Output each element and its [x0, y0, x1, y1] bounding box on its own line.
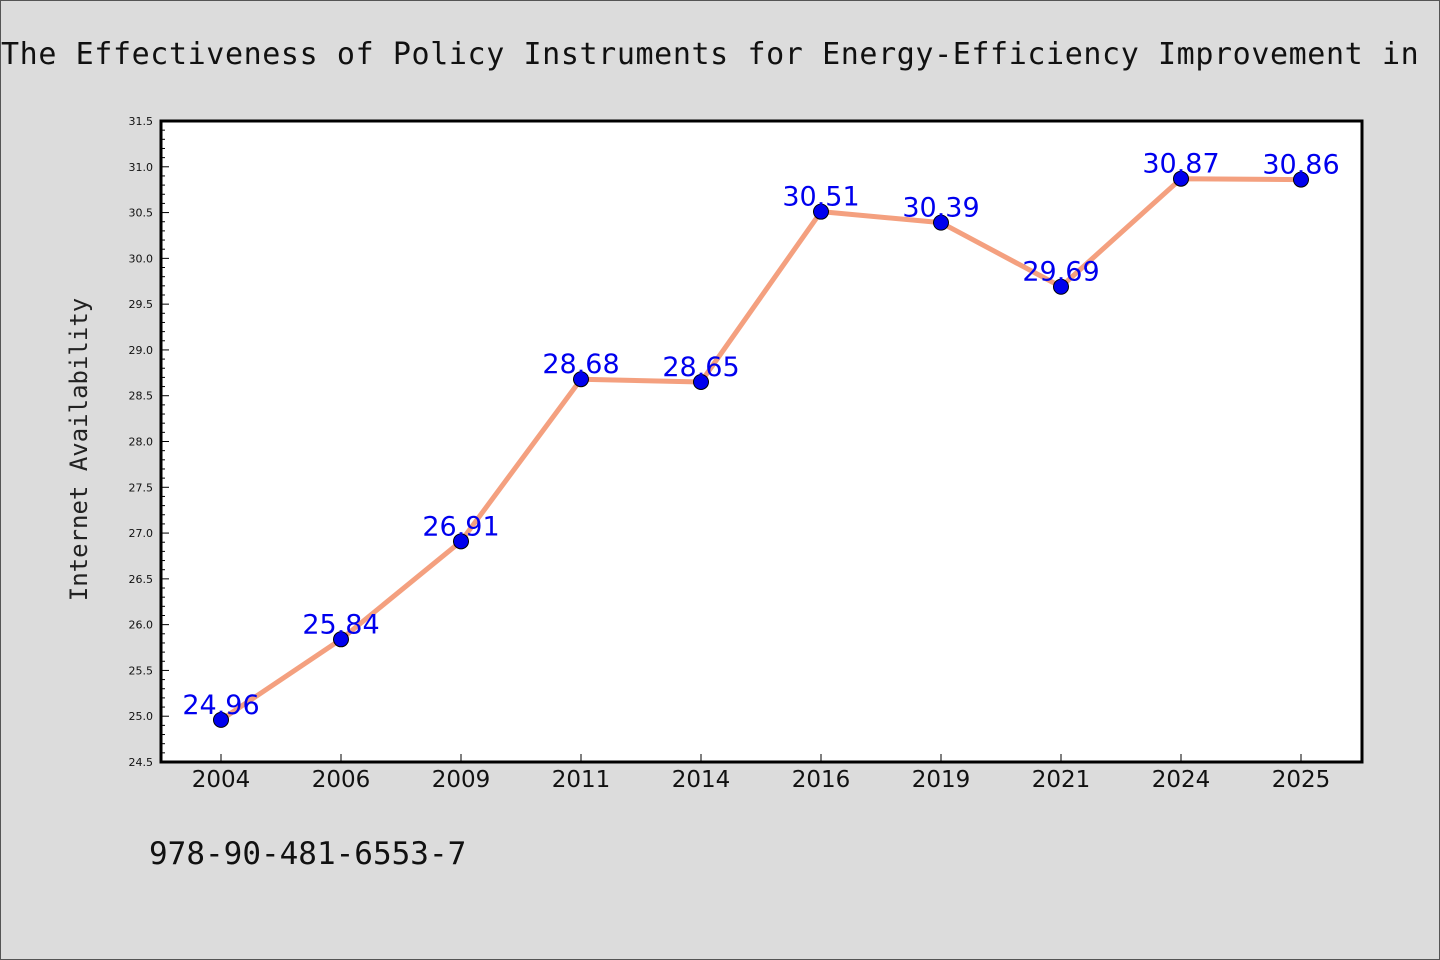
- data-point: [1053, 278, 1069, 295]
- x-tick-label: 2011: [552, 767, 611, 793]
- x-tick-label: 2009: [432, 767, 491, 793]
- y-tick-label: 27.5: [129, 481, 154, 494]
- y-tick-label: 29.5: [129, 298, 154, 311]
- chart-title: The Effectiveness of Policy Instruments …: [1, 37, 1440, 72]
- data-point: [453, 533, 469, 550]
- y-tick-label: 30.0: [129, 252, 154, 265]
- y-tick-label: 24.5: [129, 756, 154, 769]
- data-label: 25.84: [302, 609, 379, 640]
- x-tick-label: 2021: [1032, 767, 1091, 793]
- x-tick-label: 2004: [192, 767, 251, 793]
- data-point: [1293, 171, 1309, 188]
- data-label: 30.39: [902, 193, 979, 224]
- y-axis-label: Internet Availability: [65, 298, 93, 601]
- y-tick-label: 29.0: [129, 344, 154, 357]
- data-point: [573, 371, 589, 388]
- x-tick-label: 2025: [1272, 767, 1331, 793]
- data-label: 24.96: [182, 690, 259, 721]
- x-tick-label: 2016: [792, 767, 851, 793]
- y-tick-label: 27.0: [129, 527, 154, 540]
- y-tick-label: 26.0: [129, 619, 154, 632]
- y-tick-label: 25.5: [129, 664, 154, 677]
- y-tick-label: 25.0: [129, 710, 154, 723]
- isbn-text: 978-90-481-6553-7: [149, 836, 467, 872]
- data-label: 28.65: [662, 352, 739, 383]
- y-tick-label: 31.5: [129, 115, 154, 128]
- x-tick-label: 2019: [912, 767, 971, 793]
- data-label: 28.68: [542, 349, 619, 380]
- data-point: [1173, 170, 1189, 187]
- data-point: [933, 214, 949, 231]
- data-point: [693, 373, 709, 390]
- series-line: [218, 176, 1304, 723]
- data-label: 29.69: [1022, 257, 1099, 288]
- y-tick-label: 30.5: [129, 207, 154, 220]
- data-label: 26.91: [422, 511, 499, 542]
- plot-area: [159, 119, 1364, 764]
- x-tick-label: 2014: [672, 767, 731, 793]
- x-tick-label: 2024: [1152, 767, 1211, 793]
- data-point: [213, 711, 229, 728]
- y-tick-label: 28.5: [129, 390, 154, 403]
- y-tick-label: 28.0: [129, 436, 154, 449]
- y-tick-label: 26.5: [129, 573, 154, 586]
- data-label: 30.86: [1262, 150, 1339, 181]
- data-label: 30.87: [1142, 149, 1219, 180]
- x-tick-label: 2006: [312, 767, 371, 793]
- data-point: [813, 203, 829, 220]
- y-tick-label: 31.0: [129, 161, 154, 174]
- data-point: [333, 631, 349, 648]
- data-label: 30.51: [782, 182, 859, 213]
